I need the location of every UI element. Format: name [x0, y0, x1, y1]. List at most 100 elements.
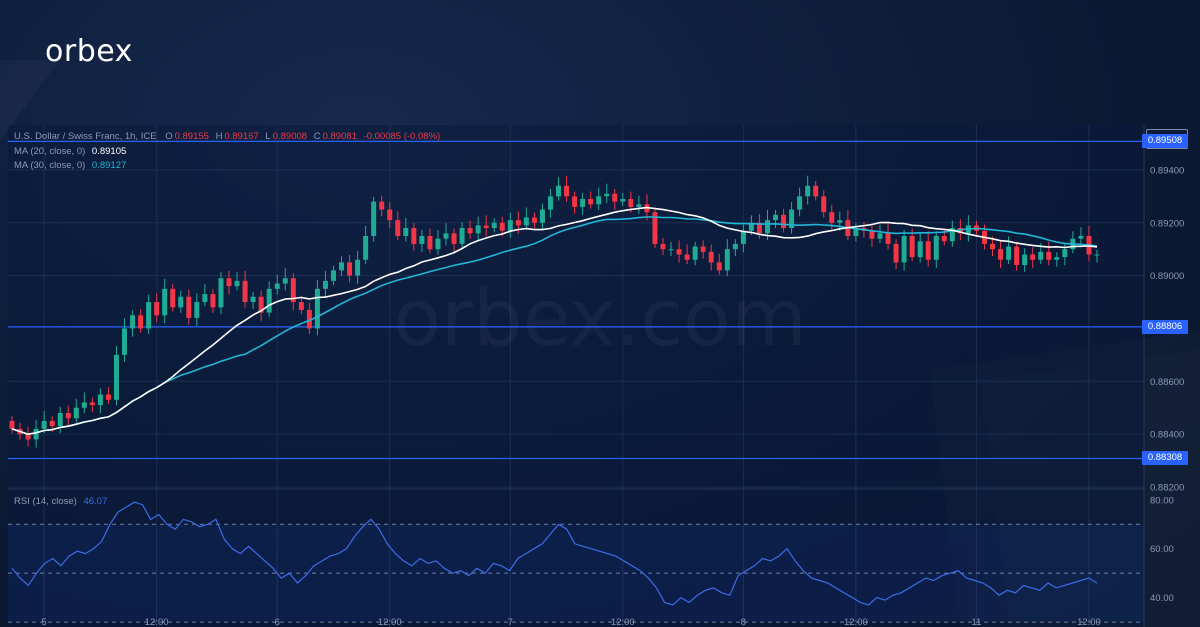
candle-body [355, 259, 361, 276]
x-tick-label: 5 [41, 617, 46, 627]
ohlc-close-label: C [313, 131, 321, 142]
candle-body [73, 407, 79, 419]
candle-body [330, 270, 336, 281]
candle-body [266, 288, 272, 313]
candle-body [258, 296, 264, 313]
candle-body [676, 249, 682, 255]
candle-body [242, 280, 248, 303]
candle-body [877, 233, 883, 239]
candle-body [869, 230, 875, 239]
candle-body [9, 420, 15, 429]
candle-body [652, 212, 658, 244]
rsi-tick-label: 40.00 [1150, 593, 1174, 604]
candle-body [1094, 254, 1100, 256]
candle-body [885, 233, 891, 244]
rsi-legend: RSI (14, close) 46.07 [14, 496, 107, 507]
candle-body [122, 328, 128, 355]
candle-body [427, 235, 433, 250]
candle-body [322, 280, 328, 289]
candle-body [604, 193, 610, 197]
candle-body [170, 288, 176, 308]
candle-body [146, 302, 152, 329]
y-tick-label: 0.88200 [1150, 483, 1184, 494]
x-tick-label: 12:00 [611, 617, 635, 627]
ohlc-high: 0.89167 [224, 131, 259, 142]
candle-body [475, 225, 481, 234]
candle-body [403, 228, 409, 236]
ma20-legend: MA (20, close, 0) 0.89105 [14, 146, 126, 157]
candle-body [306, 309, 312, 329]
y-tick-label: 0.88400 [1150, 430, 1184, 441]
ohlc-low-label: L [265, 131, 271, 142]
candle-body [379, 201, 385, 210]
horizontal-level-label: 0.88806 [1142, 319, 1188, 334]
candle-body [499, 222, 505, 231]
candle-body [41, 420, 47, 429]
candle-body [130, 315, 136, 329]
rsi-tick-label: 80.00 [1150, 495, 1174, 506]
candle-body [467, 228, 473, 234]
rsi-tick-label: 60.00 [1150, 544, 1174, 555]
rsi-line [11, 501, 1098, 606]
ma30-legend: MA (30, close, 0) 0.89127 [14, 160, 126, 171]
candle-body [813, 185, 819, 197]
ohlc-low: 0.89008 [272, 131, 308, 142]
ma30-label: MA (30, close, 0) [14, 160, 86, 171]
candle-body [57, 413, 63, 427]
candle-body [636, 204, 642, 207]
ma20-value: 0.89105 [91, 146, 127, 157]
ohlc-change: -0.00085 (-0.08%) [363, 131, 441, 142]
candle-body [25, 434, 31, 440]
candle-body [154, 302, 160, 316]
x-tick-label: 12:00 [1077, 617, 1101, 627]
candle-body [572, 196, 578, 207]
candle-body [1022, 254, 1028, 266]
ohlc-open-label: O [165, 131, 173, 142]
candle-body [178, 296, 184, 308]
candle-body [210, 294, 216, 308]
candle-body [515, 220, 521, 226]
candle-body [371, 201, 377, 236]
x-tick-label: 12:00 [145, 617, 169, 627]
ohlc-open: 0.89155 [174, 131, 209, 142]
candle-body [917, 241, 923, 258]
x-tick-label: 12:00 [378, 617, 402, 627]
candle-body [89, 402, 95, 406]
candle-body [186, 296, 192, 318]
rsi-value: 46.07 [83, 496, 108, 507]
candle-body [539, 209, 545, 223]
y-tick-label: 0.89000 [1150, 271, 1184, 282]
horizontal-level-label: 0.88308 [1142, 451, 1188, 466]
candle-body [1062, 249, 1068, 258]
candle-body [556, 185, 562, 197]
candle-body [547, 196, 553, 210]
candle-body [443, 233, 449, 239]
candle-body [821, 196, 827, 213]
candle-body [764, 220, 770, 234]
candle-body [411, 228, 417, 244]
ohlc-close: 0.89081 [322, 131, 357, 142]
candle-body [435, 238, 441, 250]
candle-body [684, 254, 690, 260]
x-tick-label: 7 [508, 617, 513, 627]
candle-body [789, 209, 795, 229]
candle-body [724, 249, 730, 271]
candle-body [732, 243, 738, 250]
y-tick-label: 0.89400 [1150, 165, 1184, 176]
ohlc-high-label: H [215, 131, 223, 142]
candle-body [773, 214, 779, 221]
candle-body [628, 198, 634, 207]
candle-body [660, 243, 666, 250]
candle-body [1078, 235, 1084, 239]
candle-body [387, 209, 393, 221]
candle-body [580, 198, 586, 207]
candle-body [909, 235, 915, 258]
horizontal-level-label: 0.89508 [1142, 134, 1188, 149]
x-tick-label: 11 [972, 617, 982, 627]
candle-body [314, 288, 320, 329]
candle-body [781, 214, 787, 229]
candle-body [564, 185, 570, 197]
candle-body [853, 228, 859, 236]
candle-body [1054, 257, 1060, 260]
